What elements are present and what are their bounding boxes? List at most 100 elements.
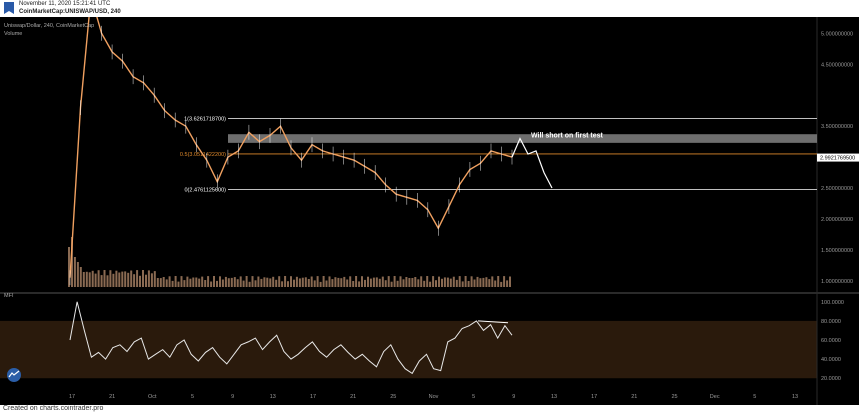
volume-bar: [319, 281, 322, 287]
last-price-tag: [817, 153, 859, 162]
price-axis-label: 2.500000000: [821, 186, 853, 192]
mfi-title: MFI: [4, 293, 14, 299]
volume-bar: [213, 276, 215, 287]
volume-bar: [239, 276, 242, 287]
mfi-axis-label: 100.0000: [821, 300, 844, 306]
volume-bar: [378, 278, 381, 287]
price-chart[interactable]: 1(3.6261718700)0.5(3.0511422200)0(2.4761…: [0, 17, 859, 405]
time-axis-label: 17: [69, 394, 75, 400]
volume-bar: [82, 272, 85, 287]
volume-bar: [316, 276, 319, 287]
chart-title: Uniswap/Dollar, 240, CoinMarketCap: [4, 23, 94, 29]
volume-bar: [257, 276, 260, 287]
fib-label: 1(3.6261718700): [184, 116, 226, 122]
cointrader-logo-icon: [4, 2, 14, 14]
volume-bar: [417, 279, 420, 287]
volume-bar: [328, 276, 331, 287]
annotation-text: Will short on first test: [531, 132, 604, 139]
header-bar: November 11, 2020 15:21:41 UTC CoinMarke…: [0, 0, 859, 17]
volume-bar: [266, 277, 269, 287]
volume-bar: [177, 281, 180, 287]
time-axis-label: 13: [792, 394, 798, 400]
volume-bar: [349, 276, 352, 287]
chart-legend: Uniswap/Dollar, 240, CoinMarketCap Volume…: [4, 23, 94, 299]
volume-bar: [387, 276, 390, 287]
volume-bar: [221, 279, 224, 287]
volume-bar: [142, 270, 144, 287]
volume-bar: [352, 281, 355, 287]
volume-bar: [281, 281, 284, 287]
volume-bar: [233, 277, 236, 287]
volume-bar: [500, 281, 503, 287]
time-axis-label: 9: [231, 394, 234, 400]
volume-bar: [426, 276, 429, 287]
volume-bar: [260, 278, 263, 287]
time-axis-label: 5: [191, 394, 194, 400]
price-axis-label: 5.000000000: [821, 31, 853, 37]
volume-bars: [68, 237, 511, 287]
volume-bar: [429, 281, 432, 287]
time-axis-label: Oct: [148, 394, 157, 400]
mfi-axis-label: 80.0000: [821, 319, 841, 325]
volume-bar: [396, 280, 399, 287]
volume-bar: [88, 272, 91, 287]
time-axis: 17 21 Oct 5 9 13 17 21 25 Nov 5 9 13 17 21 25 Dec 5 13: [69, 394, 798, 400]
symbol-line: CoinMarketCap:UNISWAP/USD, 240: [19, 9, 121, 15]
volume-bar: [470, 276, 473, 287]
annotation-group: Will short on first test: [531, 132, 604, 139]
price-axis-label: 1.000000000: [821, 279, 853, 285]
volume-bar: [438, 276, 440, 287]
volume-bar: [435, 280, 437, 287]
volume-bar: [290, 276, 292, 287]
mfi-axis-label: 20.0000: [821, 376, 841, 382]
time-axis-label: Nov: [429, 394, 439, 400]
time-axis-label: 25: [390, 394, 396, 400]
tradingview-badge[interactable]: [7, 368, 21, 382]
volume-bar: [263, 277, 266, 287]
volume-bar: [100, 275, 103, 287]
volume-bar: [287, 281, 289, 287]
volume-bar: [364, 279, 366, 287]
mfi-axis-label: 40.0000: [821, 357, 841, 363]
price-axis-label: 4.500000000: [821, 62, 853, 68]
time-axis-label: 21: [109, 394, 115, 400]
volume-bar: [455, 279, 458, 287]
volume-bar: [153, 271, 156, 287]
volume-bar: [479, 278, 482, 287]
volume-bar: [343, 276, 346, 287]
volume-bar: [73, 257, 76, 287]
price-series: [69, 17, 553, 286]
volume-bar: [275, 279, 278, 287]
volume-bar: [147, 270, 150, 287]
volume-bar: [79, 267, 82, 287]
volume-bar: [449, 278, 452, 287]
time-axis-label: 5: [472, 394, 475, 400]
volume-bar: [432, 276, 435, 287]
volume-bar: [224, 276, 227, 287]
volume-bar: [423, 280, 426, 287]
volume-bar: [130, 270, 133, 287]
volume-bar: [384, 280, 387, 287]
volume-bar: [216, 280, 218, 287]
volume-bar: [145, 274, 147, 287]
volume-bar: [414, 277, 417, 287]
volume-bar: [411, 278, 414, 287]
volume-bar: [340, 278, 343, 287]
volume-bar: [76, 262, 79, 287]
volume-bar: [381, 276, 384, 287]
volume-bar: [337, 277, 340, 287]
mfi-axis-label: 60.0000: [821, 338, 841, 344]
volume-bar: [293, 279, 295, 287]
volume-bar: [476, 276, 479, 287]
mfi-trendline: [477, 320, 509, 324]
volume-bar: [150, 273, 153, 287]
volume-bar: [227, 278, 230, 287]
volume-bar: [497, 276, 500, 287]
volume-bar: [367, 276, 369, 287]
volume-bar: [375, 277, 378, 287]
volume-bar: [491, 276, 494, 287]
mfi-band: [0, 320, 817, 379]
fib-label: 0(2.4761125600): [185, 188, 227, 194]
time-axis-label: Dec: [710, 394, 720, 400]
last-price-label: 2.9921769500: [820, 156, 855, 162]
